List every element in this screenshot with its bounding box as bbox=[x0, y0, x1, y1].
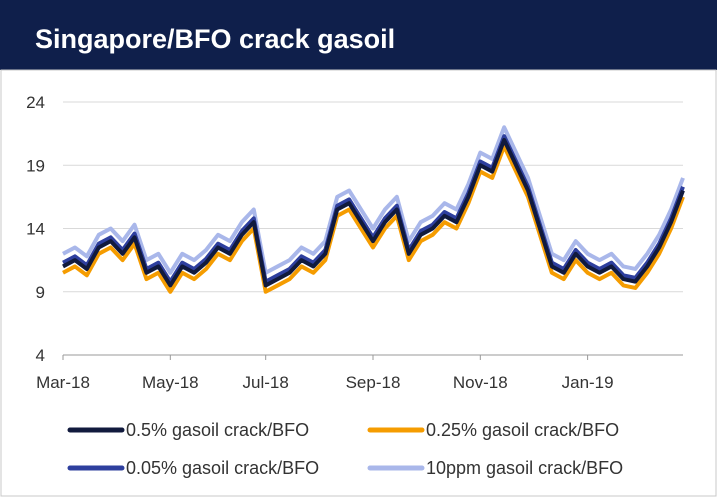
series-line bbox=[62, 134, 685, 284]
legend-label: 10ppm gasoil crack/BFO bbox=[426, 458, 623, 478]
x-tick-label: Mar-18 bbox=[36, 373, 90, 392]
header-bar bbox=[0, 0, 717, 70]
chart-title: Singapore/BFO crack gasoil bbox=[35, 24, 395, 54]
x-tick-label: May-18 bbox=[142, 373, 199, 392]
legend: 0.5% gasoil crack/BFO 0.05% gasoil crack/… bbox=[67, 420, 623, 478]
x-tick-label: Nov-18 bbox=[453, 373, 508, 392]
x-tick-label: Jul-18 bbox=[243, 373, 289, 392]
y-tick-label: 4 bbox=[36, 346, 45, 365]
y-tick-label: 24 bbox=[26, 93, 45, 112]
axes: 4 9 14 19 24 Mar-18 May-18 Jul-18 Sep-18 Nov-18 Ja… bbox=[26, 93, 683, 392]
y-tick-label: 9 bbox=[36, 283, 45, 302]
lines bbox=[62, 125, 685, 294]
legend-label: 0.25% gasoil crack/BFO bbox=[426, 420, 619, 440]
x-tick-label: Jan-19 bbox=[562, 373, 614, 392]
y-tick-label: 19 bbox=[26, 156, 45, 175]
x-tick-label: Sep-18 bbox=[346, 373, 401, 392]
y-tick-label: 14 bbox=[26, 220, 45, 239]
legend-label: 0.05% gasoil crack/BFO bbox=[126, 458, 319, 478]
series-line bbox=[62, 137, 685, 288]
series-line bbox=[62, 125, 685, 275]
series-line bbox=[62, 144, 685, 294]
chart-frame bbox=[0, 69, 717, 497]
legend-label: 0.5% gasoil crack/BFO bbox=[126, 420, 309, 440]
